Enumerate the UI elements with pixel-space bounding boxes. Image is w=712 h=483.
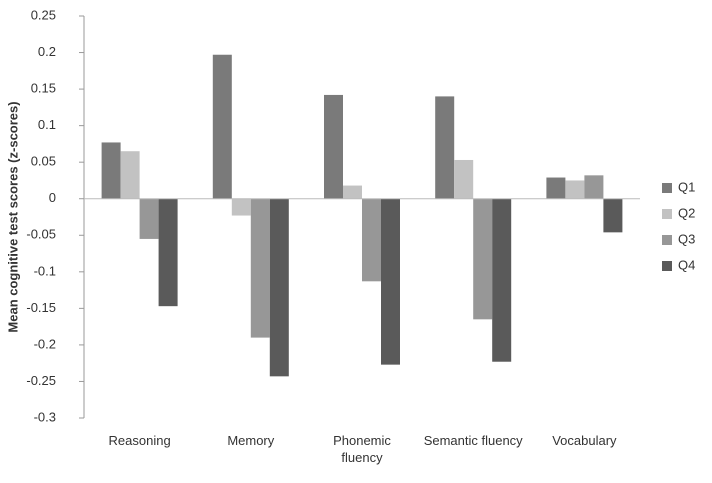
- bar: [269, 198, 289, 377]
- bar: [212, 54, 232, 199]
- bar: [324, 94, 343, 199]
- y-axis-label: Mean cognitive test scores (z-scores): [5, 101, 20, 332]
- x-tick-label: Semantic fluency: [423, 433, 523, 448]
- y-tick-label: -0.15: [26, 300, 56, 315]
- y-tick-label: 0.2: [38, 44, 56, 59]
- bar: [584, 175, 604, 199]
- bar: [454, 159, 474, 199]
- y-tick-label: 0.15: [31, 81, 56, 96]
- bar: [546, 177, 566, 199]
- legend-label: Q3: [678, 231, 695, 246]
- legend-swatch: [662, 183, 672, 193]
- x-tick-label: Memory: [227, 433, 275, 448]
- y-tick-label: 0.1: [38, 117, 56, 132]
- y-tick-label: 0.05: [31, 154, 56, 169]
- y-tick-label: 0: [49, 190, 56, 205]
- bar: [473, 198, 493, 320]
- legend-label: Q4: [678, 257, 695, 272]
- bar: [158, 198, 178, 307]
- legend-swatch: [662, 209, 672, 219]
- x-tick-label: Phonemic fluency: [333, 433, 391, 465]
- y-tick-label: -0.05: [26, 227, 56, 242]
- y-tick-label: -0.3: [34, 409, 56, 424]
- bar: [492, 198, 512, 362]
- y-tick-label: -0.25: [26, 373, 56, 388]
- bar: [101, 142, 121, 199]
- y-tick-label: -0.1: [34, 263, 56, 278]
- y-tick-label: 0.25: [31, 7, 56, 22]
- legend-swatch: [662, 235, 672, 245]
- bar: [139, 198, 159, 239]
- bar: [250, 198, 270, 338]
- bar: [231, 198, 251, 216]
- bar: [565, 180, 585, 199]
- y-tick-label: -0.2: [34, 336, 56, 351]
- bar: [381, 198, 400, 365]
- legend-label: Q1: [678, 179, 695, 194]
- x-tick-label: Vocabulary: [552, 433, 617, 448]
- x-tick-label: Reasoning: [108, 433, 171, 448]
- bar: [120, 151, 140, 199]
- legend-label: Q2: [678, 205, 695, 220]
- bar: [362, 198, 381, 282]
- legend-swatch: [662, 261, 672, 271]
- bar: [603, 198, 623, 233]
- bar: [343, 185, 362, 199]
- bar: [435, 96, 455, 199]
